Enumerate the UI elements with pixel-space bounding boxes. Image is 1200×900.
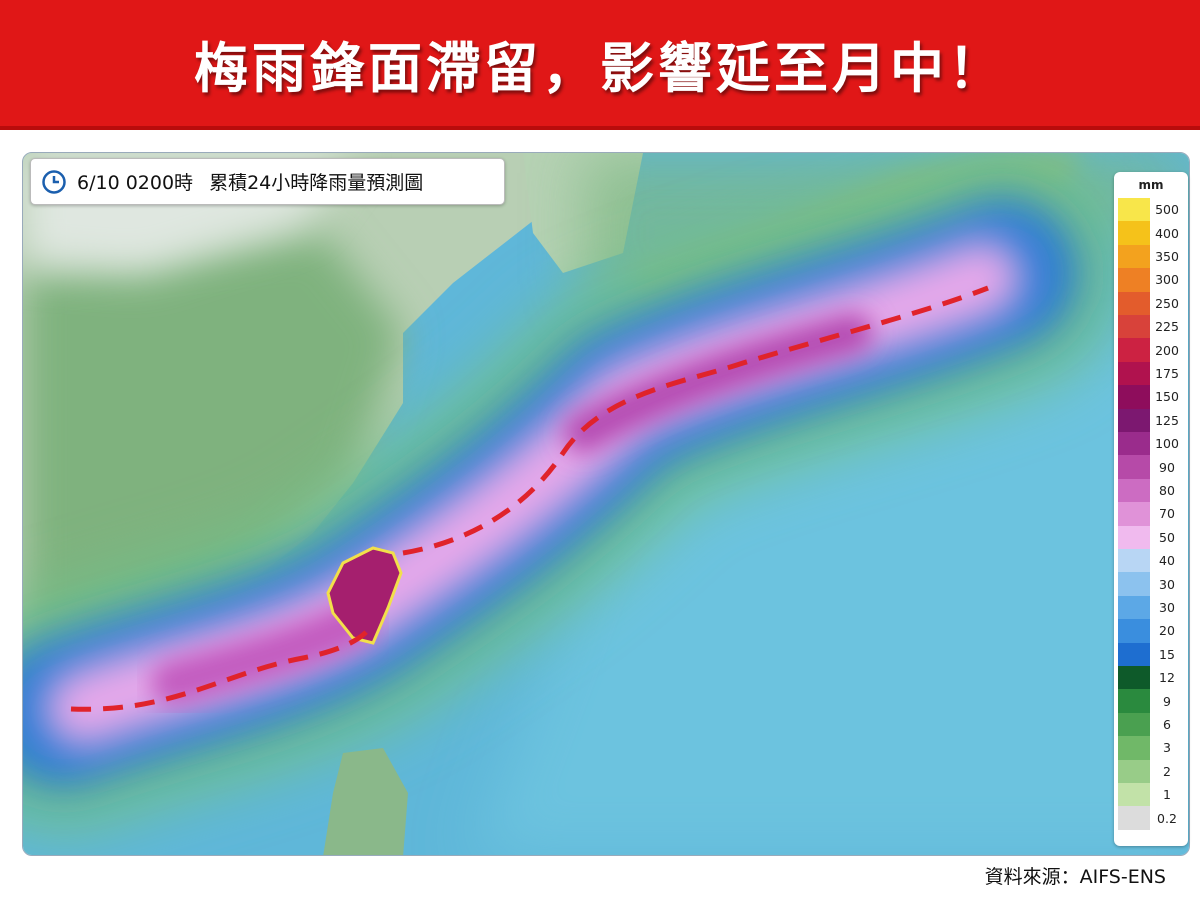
- legend-label: 100: [1155, 436, 1179, 452]
- legend-label: 3: [1163, 740, 1171, 756]
- legend-label: 90: [1159, 459, 1175, 475]
- legend-label: 0.2: [1157, 810, 1177, 826]
- legend-label: 50: [1159, 529, 1175, 545]
- clock-icon: [42, 169, 66, 194]
- legend-row: 200: [1118, 338, 1184, 362]
- map-caption: 6/10 0200時 累積24小時降雨量預測圖: [30, 158, 505, 205]
- legend-swatch: [1118, 666, 1150, 690]
- legend-row: 15: [1118, 642, 1184, 666]
- legend-label: 225: [1155, 319, 1179, 335]
- legend-swatch: [1118, 689, 1150, 713]
- legend-swatch: [1118, 783, 1150, 807]
- legend-row: 100: [1118, 432, 1184, 456]
- legend-label: 40: [1159, 553, 1175, 569]
- legend-row: 40: [1118, 549, 1184, 573]
- legend-swatch: [1118, 642, 1150, 666]
- legend-swatch: [1118, 291, 1150, 315]
- forecast-time: 6/10 0200時: [77, 172, 194, 194]
- legend-label: 200: [1155, 342, 1179, 358]
- legend-row: 50: [1118, 525, 1184, 549]
- legend-swatch: [1118, 198, 1150, 222]
- legend-label: 6: [1163, 716, 1171, 732]
- legend-swatch: [1118, 385, 1150, 409]
- legend-swatch: [1118, 315, 1150, 339]
- legend-swatch: [1118, 502, 1150, 526]
- legend-row: 150: [1118, 385, 1184, 409]
- legend-row: 500: [1118, 198, 1184, 222]
- legend-row: 90: [1118, 455, 1184, 479]
- legend-label: 20: [1159, 623, 1175, 639]
- legend-row: 20: [1118, 619, 1184, 643]
- legend-swatch: [1118, 619, 1150, 643]
- legend-label: 2: [1163, 763, 1171, 779]
- legend-row: 6: [1118, 712, 1184, 737]
- legend-swatch: [1118, 549, 1150, 573]
- legend-swatch: [1118, 595, 1150, 620]
- legend: mm 500 400 350 300 250 225 200 175 150 125 100 90 80…: [1114, 172, 1188, 846]
- legend-swatch: [1118, 455, 1150, 479]
- headline: 梅雨鋒面滯留，影響延至月中！: [194, 36, 1006, 100]
- rainfall-map: [22, 152, 1190, 856]
- source-note: 資料來源：AIFS-ENS: [984, 866, 1166, 888]
- legend-label: 150: [1155, 389, 1179, 405]
- legend-label: 250: [1155, 295, 1179, 311]
- legend-label: 1: [1163, 787, 1171, 803]
- legend-label: 400: [1155, 225, 1179, 241]
- legend-label: 80: [1159, 482, 1175, 498]
- legend-swatch: [1118, 736, 1150, 760]
- legend-row: 2: [1118, 759, 1184, 783]
- legend-row: 12: [1118, 666, 1184, 690]
- legend-row: 3: [1118, 736, 1184, 760]
- legend-swatch: [1118, 806, 1150, 830]
- legend-label: 350: [1155, 248, 1179, 264]
- legend-row: 30: [1118, 595, 1184, 620]
- legend-label: 15: [1159, 646, 1175, 662]
- legend-swatch: [1118, 432, 1150, 456]
- legend-row: 350: [1118, 244, 1184, 269]
- legend-swatch: [1118, 268, 1150, 292]
- legend-label: 12: [1159, 670, 1175, 686]
- legend-row: 400: [1118, 221, 1184, 245]
- legend-swatch: [1118, 712, 1150, 737]
- map-image: [23, 153, 1189, 855]
- legend-swatch: [1118, 338, 1150, 362]
- legend-swatch: [1118, 361, 1150, 386]
- legend-label: 30: [1159, 599, 1175, 615]
- legend-row: 0.2: [1118, 806, 1184, 830]
- legend-swatch: [1118, 244, 1150, 269]
- legend-label: 300: [1155, 272, 1179, 288]
- legend-label: 500: [1155, 202, 1179, 218]
- legend-row: 9: [1118, 689, 1184, 713]
- legend-row: 250: [1118, 291, 1184, 315]
- legend-row: 175: [1118, 361, 1184, 386]
- legend-swatch: [1118, 221, 1150, 245]
- legend-label: 175: [1155, 365, 1179, 381]
- legend-swatch: [1118, 478, 1150, 503]
- legend-row: 80: [1118, 478, 1184, 503]
- map-caption-text: 累積24小時降雨量預測圖: [209, 172, 424, 194]
- legend-row: 1: [1118, 783, 1184, 807]
- banner: 梅雨鋒面滯留，影響延至月中！: [0, 0, 1200, 130]
- legend-row: 30: [1118, 572, 1184, 596]
- legend-row: 225: [1118, 315, 1184, 339]
- legend-row: 70: [1118, 502, 1184, 526]
- legend-label: 125: [1155, 412, 1179, 428]
- legend-swatch: [1118, 525, 1150, 549]
- legend-label: 30: [1159, 576, 1175, 592]
- legend-swatch: [1118, 759, 1150, 783]
- legend-unit: mm: [1138, 178, 1164, 192]
- legend-row: 300: [1118, 268, 1184, 292]
- legend-label: 70: [1159, 506, 1175, 522]
- legend-label: 9: [1163, 693, 1171, 709]
- legend-row: 125: [1118, 408, 1184, 432]
- legend-swatch: [1118, 408, 1150, 432]
- legend-swatch: [1118, 572, 1150, 596]
